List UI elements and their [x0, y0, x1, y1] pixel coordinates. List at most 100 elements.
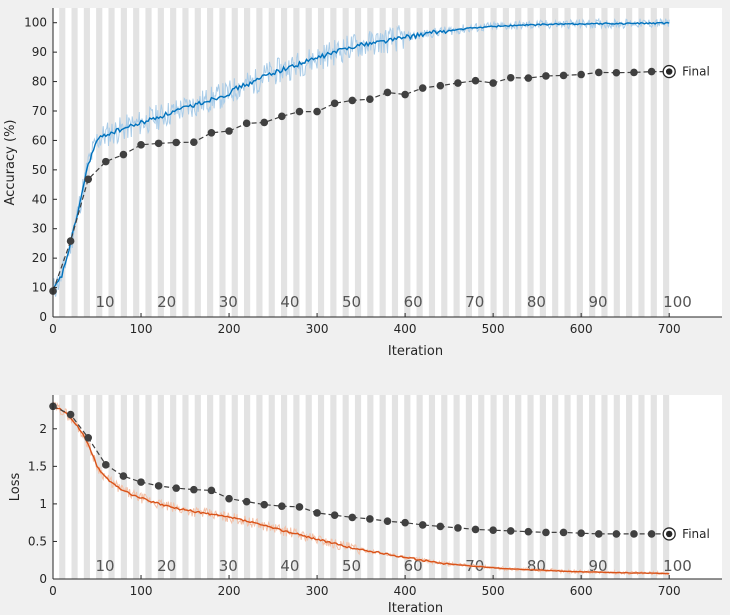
validation-point [102, 461, 110, 469]
validation-point [366, 95, 374, 104]
validation-point [383, 88, 392, 97]
validation-point [260, 118, 269, 127]
validation-point [559, 528, 568, 537]
epoch-label: 100 [663, 293, 692, 311]
validation-point [542, 72, 550, 80]
epoch-band [441, 395, 448, 579]
training-smoothed-line [52, 405, 670, 575]
epoch-band [601, 8, 608, 317]
validation-point [471, 76, 480, 85]
y-tick-label: 0 [39, 310, 47, 324]
x-tick-label: 600 [570, 322, 593, 336]
validation-point [278, 112, 286, 121]
x-tick-label: 500 [482, 584, 505, 598]
epoch-label: 30 [219, 293, 238, 311]
y-axis-label: Loss [8, 473, 23, 502]
epoch-band [576, 395, 583, 579]
validation-point [647, 530, 656, 538]
validation-point [647, 67, 656, 76]
epoch-band [638, 395, 645, 579]
y-tick-label: 1.5 [28, 459, 47, 473]
epoch-band [626, 395, 633, 579]
epoch-band [367, 395, 374, 579]
y-tick-label: 90 [32, 45, 47, 59]
epoch-label: 50 [342, 557, 361, 575]
training-smoothed-line [52, 21, 670, 289]
epoch-band [219, 395, 226, 579]
epoch-band [182, 8, 189, 317]
epoch-band [379, 8, 386, 317]
epoch-band [71, 8, 78, 317]
validation-point [102, 157, 110, 166]
epoch-band [650, 395, 657, 579]
epoch-band [268, 395, 275, 579]
epoch-band [638, 8, 645, 317]
epoch-band [416, 395, 423, 579]
x-tick-label: 300 [306, 322, 329, 336]
epoch-band [502, 8, 509, 317]
epoch-label: 30 [219, 557, 238, 575]
x-tick-label: 300 [306, 584, 329, 598]
epoch-band [490, 395, 497, 579]
validation-point [577, 529, 585, 537]
epoch-band [527, 8, 534, 317]
epoch-band [404, 8, 411, 317]
validation-point [489, 526, 497, 534]
y-tick-label: 50 [32, 163, 47, 177]
y-tick-label: 40 [32, 192, 47, 206]
epoch-band [120, 395, 127, 579]
validation-point [66, 237, 75, 245]
validation-point [242, 497, 251, 506]
epoch-band [404, 395, 411, 579]
validation-point [330, 511, 339, 519]
x-tick-label: 200 [218, 322, 241, 336]
y-tick-label: 1 [39, 497, 47, 511]
validation-point [630, 530, 638, 538]
x-tick-label: 700 [658, 584, 681, 598]
x-tick-label: 100 [130, 584, 153, 598]
x-tick-label: 400 [394, 584, 417, 598]
final-marker-dot [665, 68, 673, 75]
validation-point [207, 128, 216, 137]
epoch-band [170, 8, 177, 317]
epoch-band [552, 8, 559, 317]
validation-point [260, 500, 269, 509]
validation-point [154, 482, 163, 490]
x-tick-label: 200 [218, 584, 241, 598]
epoch-band [527, 395, 534, 579]
epoch-band [293, 395, 300, 579]
epoch-label: 20 [157, 557, 176, 575]
epoch-band [256, 8, 263, 317]
epoch-band [650, 8, 657, 317]
validation-point [348, 96, 357, 105]
validation-point [418, 84, 427, 92]
epoch-band [626, 8, 633, 317]
epoch-band [317, 395, 325, 579]
validation-point [225, 494, 233, 503]
epoch-band [379, 395, 386, 579]
epoch-band [539, 395, 546, 579]
epoch-band [59, 395, 66, 579]
epoch-label: 50 [342, 293, 361, 311]
epoch-band [317, 8, 325, 317]
epoch-band [502, 395, 509, 579]
epoch-band [552, 395, 559, 579]
validation-point [84, 434, 93, 442]
epoch-label: 80 [527, 293, 546, 311]
epoch-band [564, 395, 571, 579]
epoch-band [601, 395, 608, 579]
y-tick-label: 2 [39, 422, 47, 436]
validation-point [119, 472, 128, 480]
epoch-band [96, 395, 103, 579]
epoch-band [515, 8, 522, 317]
epoch-band [478, 8, 485, 317]
validation-point [313, 509, 321, 517]
epoch-band [96, 8, 103, 317]
epoch-band [305, 395, 312, 579]
epoch-band [478, 395, 485, 579]
epoch-band [490, 8, 497, 317]
validation-point [242, 119, 251, 128]
validation-point [190, 485, 198, 494]
epoch-band [465, 395, 473, 579]
validation-point [489, 79, 497, 87]
